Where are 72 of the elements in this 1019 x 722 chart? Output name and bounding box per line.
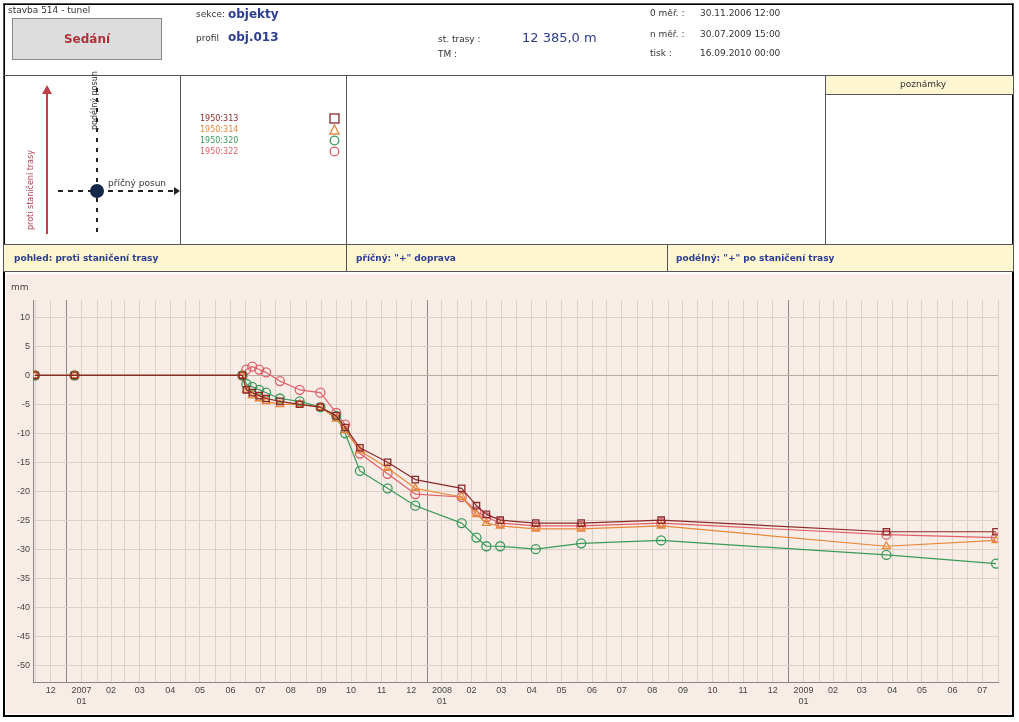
x-tick-label: 2008 01: [431, 685, 452, 707]
x-tick-label: 04: [887, 685, 898, 696]
text: podélný: "+" po staničení trasy: [676, 253, 835, 263]
y-tick-label: -25: [16, 514, 31, 525]
x-tick-label: 05: [916, 685, 927, 696]
x-tick-label: 03: [856, 685, 867, 696]
text: příčný posun: [108, 178, 167, 188]
x-tick-label: 09: [316, 685, 327, 696]
x-tick-label: 12: [406, 685, 417, 696]
y-tick-label: -45: [16, 630, 31, 641]
text: příčný: "+" doprava: [356, 253, 456, 263]
text: profil: [196, 33, 219, 43]
x-tick-label: 08: [647, 685, 658, 696]
x-tick-label: 10: [707, 685, 718, 696]
x-tick-label: 02: [466, 685, 477, 696]
text: objekty: [228, 7, 279, 21]
text: stavba 514 - tunel: [8, 5, 91, 15]
y-tick-label: 5: [24, 340, 31, 351]
x-tick-label: 03: [496, 685, 507, 696]
x-tick-label: 11: [738, 685, 748, 696]
chart-title: Sedání: [12, 18, 162, 60]
x-tick-label: 2009 01: [793, 685, 814, 707]
x-tick-label: 06: [225, 685, 236, 696]
y-tick-label: -30: [16, 543, 31, 554]
y-tick-label: -50: [16, 659, 31, 670]
text: pohled: proti staničení trasy: [14, 253, 159, 263]
x-tick-label: 08: [285, 685, 296, 696]
text: 1950:314: [200, 125, 239, 134]
y-tick-label: 0: [24, 369, 31, 380]
text: 1950:322: [200, 147, 239, 156]
x-tick-label: 06: [947, 685, 958, 696]
x-tick-label: 2007 01: [71, 685, 92, 707]
text: 12 385,0 m: [522, 30, 597, 45]
text: obj.013: [228, 30, 279, 44]
text: n měř. :: [650, 29, 685, 39]
text: 0 měř. :: [650, 8, 685, 18]
y-tick-label: -15: [16, 456, 31, 467]
text: 30.11.2006 12:00: [700, 8, 781, 18]
x-tick-label: 07: [255, 685, 266, 696]
y-tick-label: 10: [19, 311, 31, 322]
x-tick-label: 12: [767, 685, 778, 696]
text: proti staničení trasy: [26, 150, 35, 230]
x-tick-label: 05: [194, 685, 205, 696]
x-tick-label: 04: [526, 685, 537, 696]
x-tick-label: 11: [377, 685, 387, 696]
x-tick-label: 03: [134, 685, 145, 696]
y-axis-title: mm: [11, 282, 29, 292]
x-tick-label: 12: [45, 685, 56, 696]
x-tick-label: 07: [616, 685, 627, 696]
x-tick-label: 05: [556, 685, 567, 696]
text: 1950:320: [200, 136, 239, 145]
x-tick-label: 06: [587, 685, 598, 696]
y-tick-label: -5: [21, 398, 31, 409]
x-tick-label: 07: [977, 685, 988, 696]
text: 30.07.2009 15:00: [700, 29, 781, 39]
x-tick-label: 10: [346, 685, 357, 696]
text: poznámky: [900, 79, 947, 89]
x-tick-label: 04: [165, 685, 176, 696]
text: sekce:: [196, 9, 225, 19]
text: TM :: [438, 49, 458, 59]
y-tick-label: -10: [16, 427, 31, 438]
x-tick-label: 02: [828, 685, 839, 696]
y-tick-label: -20: [16, 485, 31, 496]
text: st. trasy :: [438, 34, 481, 44]
text: tisk :: [650, 48, 672, 58]
text: 16.09.2010 00:00: [700, 48, 781, 58]
y-tick-label: -35: [16, 572, 31, 583]
text: podélný posun: [90, 71, 99, 130]
y-tick-label: -40: [16, 601, 31, 612]
x-tick-label: 02: [106, 685, 117, 696]
x-tick-label: 09: [677, 685, 688, 696]
text: 1950:313: [200, 114, 239, 123]
